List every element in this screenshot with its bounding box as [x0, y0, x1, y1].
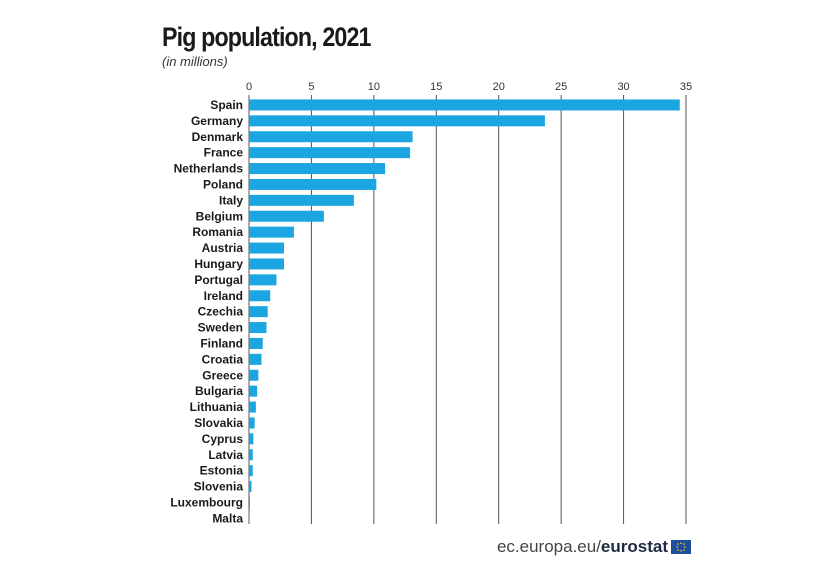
bar-estonia — [249, 465, 253, 477]
bar-denmark — [249, 131, 413, 143]
x-tick-label: 25 — [555, 81, 567, 93]
source-footer: ec.europa.eu/eurostat — [497, 537, 691, 557]
category-label: Malta — [212, 511, 243, 525]
category-label: Spain — [210, 98, 243, 112]
category-label: Poland — [203, 177, 243, 191]
footer-site: ec.europa.eu/ — [496, 537, 601, 556]
bar-ireland — [249, 290, 271, 302]
category-label: Italy — [219, 193, 243, 207]
bar-finland — [249, 337, 263, 349]
bar-romania — [249, 226, 294, 238]
bar-lithuania — [249, 401, 256, 413]
x-axis-ticks: 0 5 10 15 20 25 30 35 — [246, 81, 692, 93]
category-label: Bulgaria — [195, 384, 243, 398]
category-label: Austria — [202, 241, 244, 255]
chart-subtitle: (in millions) — [162, 54, 228, 69]
bar-portugal — [249, 274, 277, 286]
bar-malta — [249, 512, 250, 524]
bar-germany — [249, 115, 545, 127]
category-label: Romania — [192, 225, 243, 239]
x-tick-label: 10 — [368, 81, 380, 93]
category-label: Denmark — [192, 130, 244, 144]
bar-greece — [249, 369, 259, 381]
bar-austria — [249, 242, 284, 254]
bar-czechia — [249, 306, 268, 318]
category-label: Latvia — [208, 448, 243, 462]
x-tick-label: 30 — [617, 81, 629, 93]
category-label: Sweden — [198, 321, 243, 335]
bar-poland — [249, 178, 377, 190]
category-label: Netherlands — [174, 162, 244, 176]
x-tick-label: 0 — [246, 81, 252, 93]
category-labels: Spain Germany Denmark France NetherlandsPola… — [170, 98, 243, 525]
bar-croatia — [249, 353, 262, 365]
bar-france — [249, 147, 411, 159]
category-label: Portugal — [194, 273, 243, 287]
bar-cyprus — [249, 433, 254, 445]
category-label: France — [204, 146, 244, 160]
category-label: Greece — [202, 368, 243, 382]
category-label: Germany — [191, 114, 243, 128]
category-label: Luxembourg — [170, 495, 243, 509]
x-tick-label: 15 — [430, 81, 442, 93]
bar-slovakia — [249, 417, 255, 429]
bar-slovenia — [249, 481, 252, 493]
x-tick-label: 20 — [493, 81, 505, 93]
category-label: Lithuania — [190, 400, 244, 414]
category-label: Estonia — [200, 464, 244, 478]
x-tick-label: 35 — [680, 81, 692, 93]
category-label: Finland — [200, 336, 243, 350]
grid-lines — [248, 95, 687, 524]
category-label: Belgium — [196, 209, 243, 223]
x-tick-label: 5 — [308, 81, 314, 93]
bar-latvia — [249, 449, 253, 461]
footer-brand: eurostat — [600, 537, 668, 556]
category-label: Ireland — [204, 289, 243, 303]
bar-belgium — [249, 210, 324, 222]
bar-bulgaria — [249, 385, 258, 397]
bar-spain — [249, 99, 680, 111]
category-label: Croatia — [202, 352, 244, 366]
bar-luxembourg — [249, 496, 250, 508]
bar-hungary — [249, 258, 284, 270]
chart-title: Pig population, 2021 — [162, 22, 371, 52]
bar-italy — [249, 194, 354, 206]
category-label: Slovenia — [194, 480, 244, 494]
bars — [249, 99, 680, 524]
category-label: Czechia — [198, 305, 244, 319]
eu-flag-icon — [671, 540, 691, 554]
category-label: Hungary — [194, 257, 243, 271]
category-label: Cyprus — [202, 432, 244, 446]
category-label: Slovakia — [194, 416, 243, 430]
bar-netherlands — [249, 163, 386, 175]
bar-sweden — [249, 322, 267, 334]
